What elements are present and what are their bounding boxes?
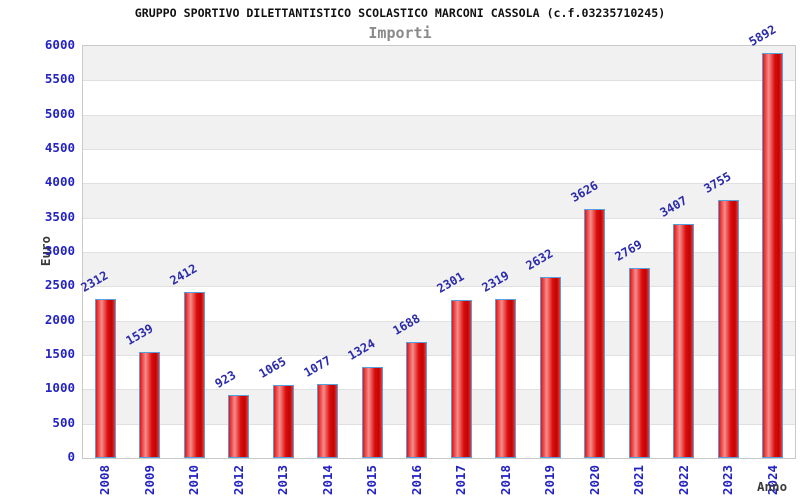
- gridline: [83, 320, 795, 322]
- x-tick-label: 2013: [275, 464, 291, 496]
- y-tick-label: 4500: [44, 140, 75, 155]
- chart-subtitle: Importi: [368, 24, 432, 42]
- x-tick-label: 2012: [230, 464, 246, 496]
- gridline: [83, 80, 795, 82]
- band-white: [83, 80, 795, 115]
- x-tick-label: 2014: [319, 464, 335, 496]
- bar: [717, 200, 739, 458]
- x-tick-label: 2019: [542, 464, 558, 496]
- bar: [406, 342, 428, 458]
- gridline: [83, 252, 795, 253]
- x-tick-label: 2017: [453, 464, 469, 496]
- y-tick-label: 1500: [44, 346, 75, 361]
- y-tick-label: 6000: [44, 37, 75, 52]
- gridline: [83, 355, 795, 356]
- y-tick-label: 1000: [44, 380, 75, 396]
- bar: [628, 267, 650, 458]
- y-tick-label: 3500: [44, 208, 75, 224]
- y-tick-label: 0: [67, 449, 75, 464]
- x-tick-label: 2021: [631, 464, 647, 496]
- gridline: [83, 114, 795, 116]
- x-tick-label: 2023: [720, 464, 736, 496]
- y-tick-label: 2000: [44, 311, 75, 327]
- y-tick-label: 5500: [44, 71, 75, 87]
- x-axis-title: Anno: [757, 479, 788, 494]
- gridline: [83, 423, 795, 425]
- gridline: [83, 217, 795, 219]
- bar: [139, 352, 161, 458]
- x-tick-label: 2022: [675, 464, 691, 496]
- gridline: [83, 149, 795, 150]
- x-tick-label: 2008: [97, 464, 113, 496]
- band-white: [83, 149, 795, 184]
- bar: [361, 367, 383, 458]
- band-gray: [83, 46, 795, 81]
- y-tick-label: 4000: [44, 174, 75, 190]
- bar: [450, 300, 472, 458]
- x-tick-label: 2016: [408, 464, 424, 496]
- gridline: [83, 286, 795, 288]
- y-tick-label: 500: [52, 414, 75, 430]
- y-tick-label: 2500: [44, 277, 75, 293]
- band-gray: [83, 183, 795, 218]
- x-tick-label: 2020: [586, 464, 602, 496]
- gridline: [83, 183, 795, 185]
- x-tick-label: 2009: [141, 464, 157, 496]
- bar: [539, 277, 561, 458]
- gridline: [83, 389, 795, 391]
- x-tick-label: 2018: [497, 464, 513, 496]
- x-tick-label: 2015: [364, 464, 380, 496]
- bar: [317, 384, 339, 458]
- band-gray: [83, 114, 795, 149]
- bar: [94, 299, 116, 458]
- chart-title: GRUPPO SPORTIVO DILETTANTISTICO SCOLASTI…: [134, 6, 666, 20]
- plot-area: 2312 2008 1539 2009 2412 2010 923 2012 1065 2013 1…: [79, 23, 796, 495]
- bar: [762, 53, 784, 458]
- bar: [272, 384, 294, 458]
- x-tick-label: 2010: [186, 464, 202, 496]
- bar: [228, 394, 250, 458]
- bar: [495, 298, 517, 458]
- y-tick-label: 3000: [44, 243, 75, 258]
- bar: [673, 224, 695, 458]
- bar: [183, 292, 205, 458]
- bar: [584, 209, 606, 458]
- y-tick-label: 5000: [44, 105, 75, 121]
